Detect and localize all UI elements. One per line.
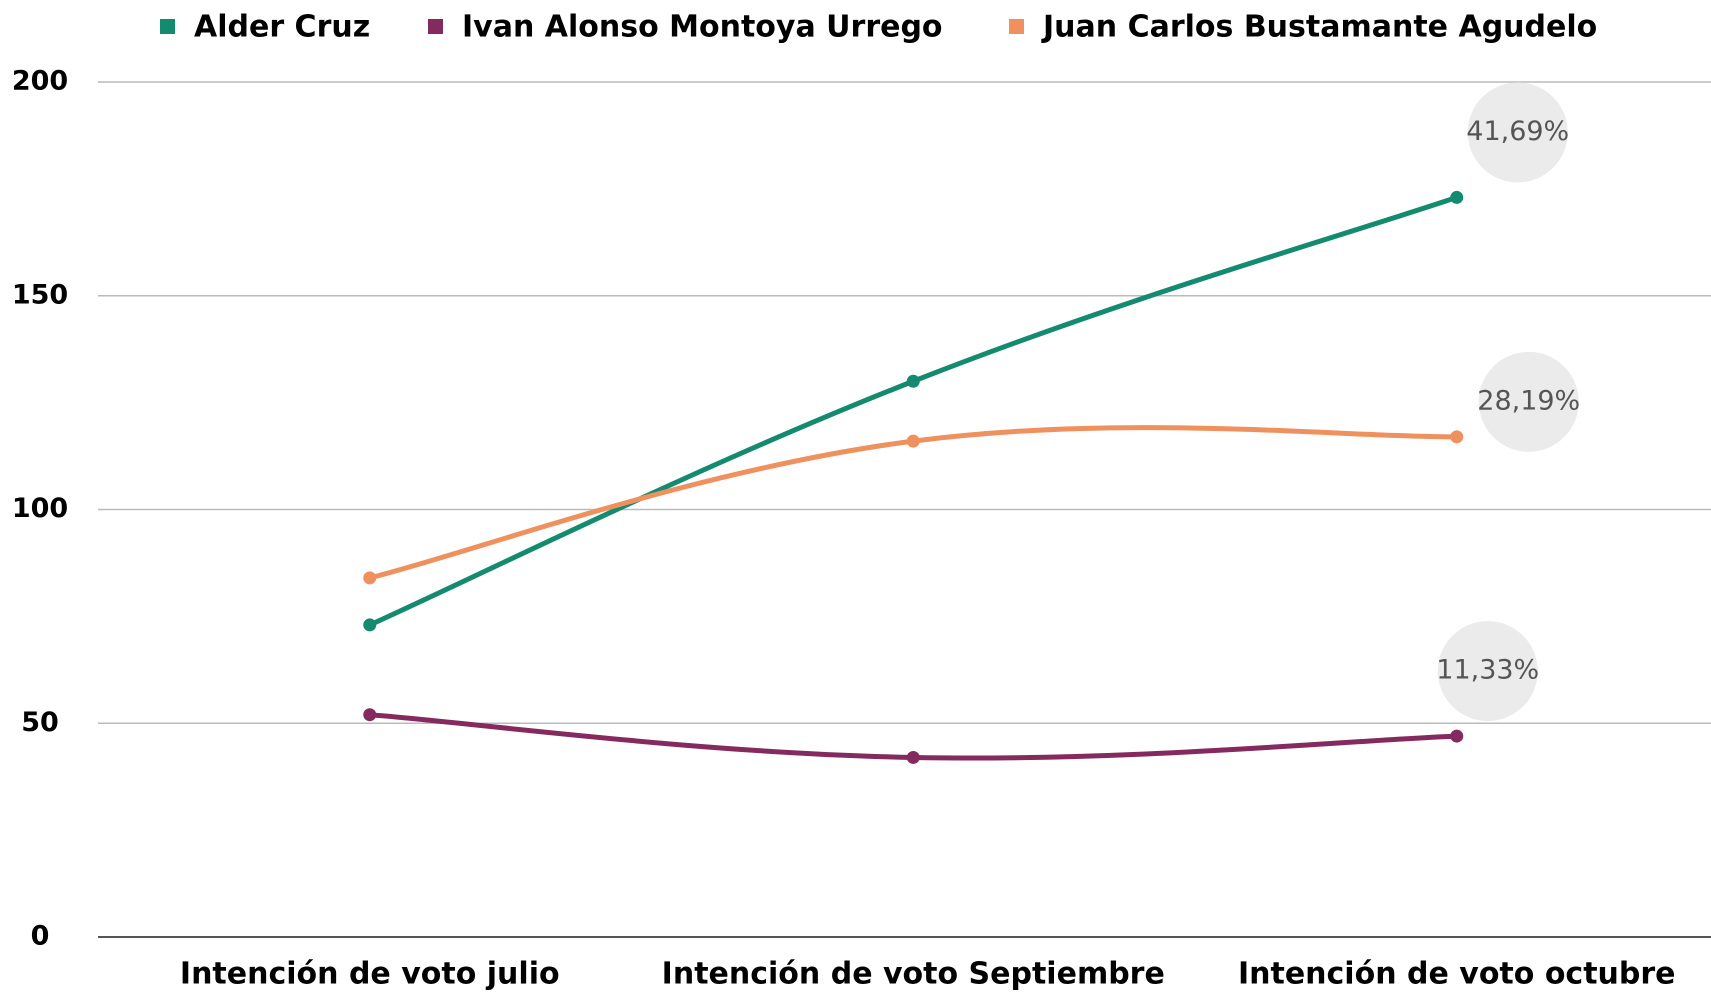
data-point — [1450, 729, 1464, 743]
data-point — [906, 434, 920, 448]
y-tick-label: 150 — [12, 279, 68, 310]
data-point — [1450, 190, 1464, 204]
x-tick-label: Intención de voto Septiembre — [662, 957, 1165, 992]
x-tick-label: Intención de voto julio — [180, 957, 560, 992]
data-point — [363, 571, 377, 585]
legend-marker — [428, 19, 443, 34]
data-point — [906, 374, 920, 388]
legend-marker — [160, 19, 175, 34]
annotation: 28,19% — [1477, 385, 1580, 416]
y-tick-label: 100 — [12, 493, 68, 524]
annotation-bubble — [1467, 82, 1568, 183]
y-tick-label: 50 — [21, 707, 59, 738]
annotation: 41,69% — [1466, 116, 1569, 147]
annotation: 11,33% — [1436, 655, 1539, 686]
legend-label: Ivan Alonso Montoya Urrego — [462, 10, 943, 45]
series-line — [367, 425, 1460, 581]
y-tick-label: 0 — [31, 921, 50, 952]
data-point — [906, 750, 920, 764]
data-point — [363, 618, 377, 632]
y-tick-label: 200 — [12, 66, 68, 97]
x-tick-label: Intención de voto octubre — [1238, 957, 1676, 992]
data-point — [1450, 430, 1464, 444]
legend-label: Alder Cruz — [194, 10, 370, 45]
legend-label: Juan Carlos Bustamante Agudelo — [1041, 10, 1597, 45]
legend-marker — [1009, 19, 1024, 34]
series-line — [367, 194, 1460, 628]
annotation-bubble — [1478, 351, 1579, 452]
annotation-bubble — [1437, 621, 1538, 722]
data-point — [363, 708, 377, 722]
